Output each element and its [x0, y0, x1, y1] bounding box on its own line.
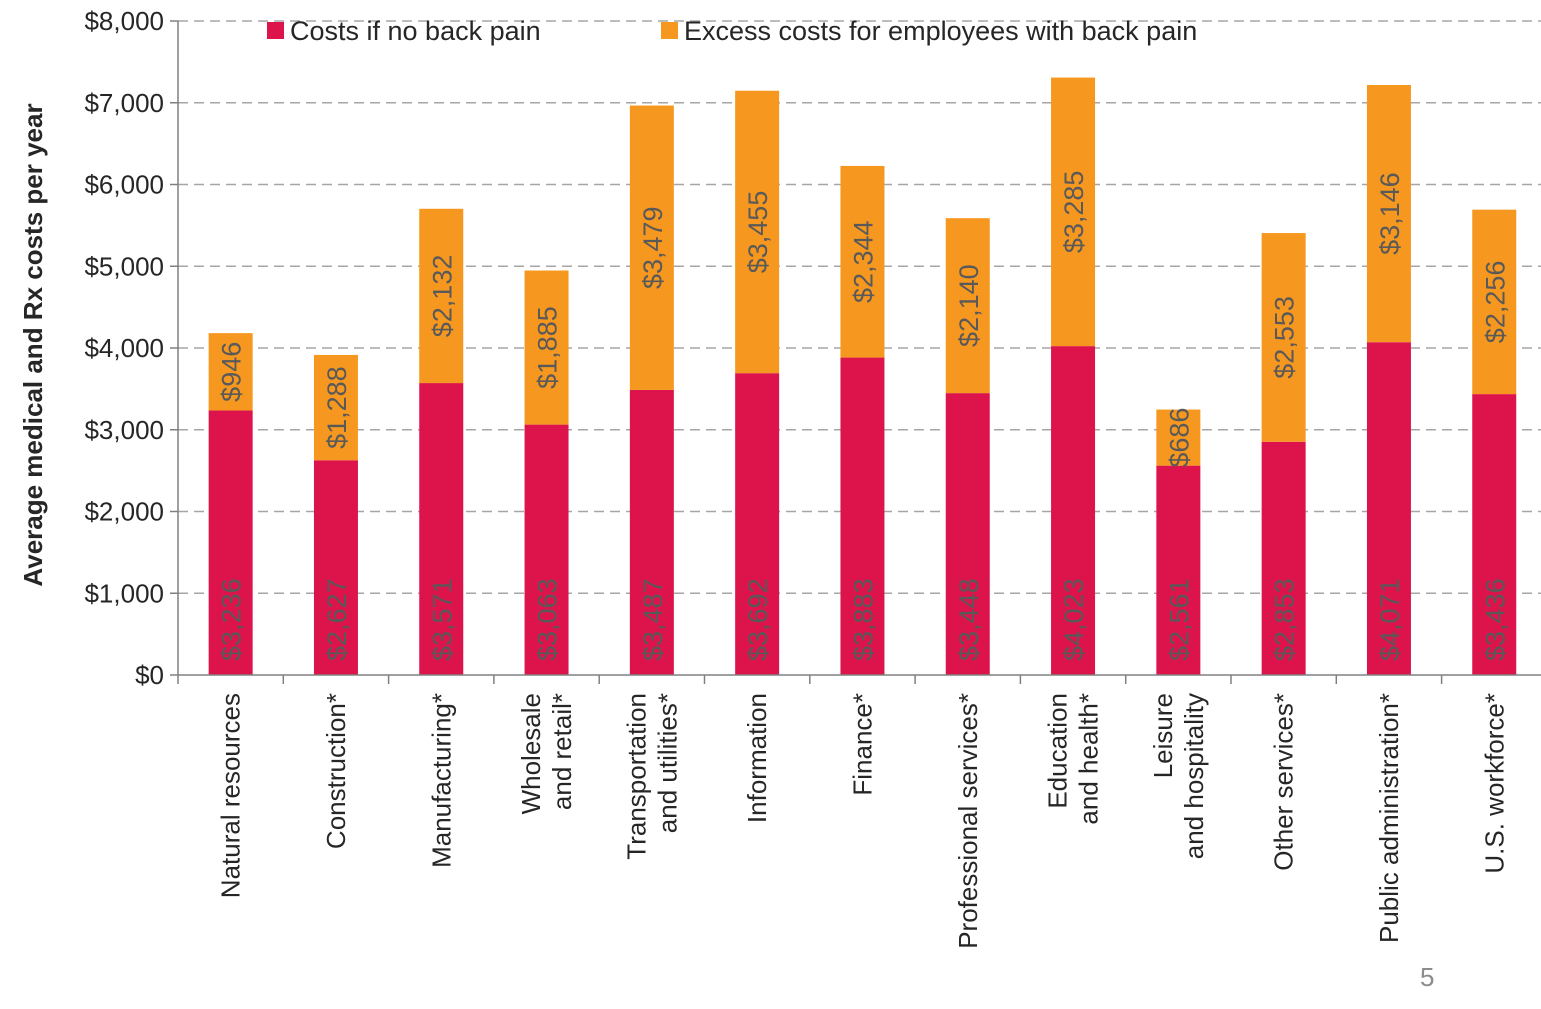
data-label-base: $4,023: [1059, 578, 1089, 661]
bar-excess: [840, 165, 885, 358]
bar-base: [1261, 441, 1306, 675]
data-label-excess: $3,455: [743, 191, 773, 274]
bar-excess: [945, 218, 990, 394]
category-label: Professional services*: [953, 693, 983, 949]
data-label-excess: $2,140: [954, 264, 984, 347]
data-label-base: $3,571: [427, 578, 457, 661]
y-tick-label: $0: [135, 660, 164, 690]
data-label-excess: $946: [217, 342, 247, 402]
data-label-excess: $2,553: [1270, 296, 1300, 379]
data-label-excess: $3,285: [1059, 171, 1089, 254]
bars: [208, 77, 1517, 675]
data-label-excess: $1,288: [322, 366, 352, 449]
bar-base: [208, 410, 253, 675]
bar-base: [1156, 465, 1201, 675]
data-label-base: $3,236: [217, 578, 247, 661]
y-tick-label: $2,000: [84, 497, 164, 527]
data-label-base: $3,692: [743, 578, 773, 661]
category-label: Information: [742, 693, 772, 823]
data-label-base: $3,063: [533, 578, 563, 661]
legend-swatch-base: [267, 22, 284, 39]
data-label-base: $3,883: [848, 578, 878, 661]
legend: Costs if no back pain Excess costs for e…: [267, 16, 1197, 46]
data-label-base: $4,071: [1375, 578, 1405, 661]
bar-base: [629, 389, 674, 675]
y-tick-label: $8,000: [84, 6, 164, 36]
category-label: Construction*: [321, 693, 351, 849]
bar-base: [419, 383, 464, 675]
bar-base: [945, 393, 990, 675]
bar-excess: [1156, 409, 1201, 466]
y-tick-label: $1,000: [84, 578, 164, 608]
data-label-excess: $2,344: [848, 220, 878, 303]
legend-swatch-excess: [661, 22, 678, 39]
bar-base: [1366, 342, 1411, 675]
data-label-base: $3,436: [1480, 578, 1510, 661]
data-label-excess: $686: [1164, 408, 1194, 468]
bar-base: [735, 373, 780, 675]
bar-base: [313, 460, 358, 675]
axes: $0 $1,000 $2,000 $3,000 $4,000 $5,000 $6,000 $7…: [84, 6, 1541, 949]
bar-excess: [735, 90, 780, 374]
data-label-excess: $3,479: [638, 206, 668, 289]
y-tick-label: $7,000: [84, 88, 164, 118]
bar-excess: [629, 105, 674, 390]
y-axis-label: Average medical and Rx costs per year: [18, 103, 48, 586]
data-label-excess: $1,885: [533, 306, 563, 389]
y-tick-label: $3,000: [84, 415, 164, 445]
bar-excess: [1261, 233, 1306, 442]
y-tick-label: $4,000: [84, 333, 164, 363]
data-label-base: $2,627: [322, 578, 352, 661]
page-number: 5: [1420, 962, 1435, 992]
y-tick-label: $5,000: [84, 251, 164, 281]
category-label: Finance*: [847, 693, 877, 796]
category-label: Educationand health*: [1043, 693, 1104, 825]
data-label-excess: $3,146: [1375, 172, 1405, 255]
data-label-base: $2,853: [1270, 578, 1300, 661]
bar-excess: [1472, 209, 1517, 395]
data-label-base: $3,448: [954, 578, 984, 661]
data-label-excess: $2,132: [427, 255, 457, 338]
category-label: Public administration*: [1374, 693, 1404, 943]
bar-base: [1472, 394, 1517, 675]
bar-excess: [524, 270, 569, 425]
category-label: Manufacturing*: [426, 693, 456, 868]
data-label-base: $2,561: [1164, 578, 1194, 661]
bar-excess: [208, 333, 253, 411]
y-tick-label: $6,000: [84, 170, 164, 200]
category-label: Leisureand hospitality: [1148, 693, 1209, 859]
category-label: Wholesaleand retail*: [516, 693, 577, 814]
bar-excess: [1051, 77, 1096, 347]
category-label: Other services*: [1269, 693, 1299, 871]
legend-label-excess: Excess costs for employees with back pai…: [684, 16, 1197, 46]
bar-base: [524, 424, 569, 675]
data-label-base: $3,487: [638, 578, 668, 661]
bar-excess: [313, 354, 358, 461]
data-label-excess: $2,256: [1480, 261, 1510, 344]
category-label: Natural resources: [216, 693, 246, 898]
legend-label-base: Costs if no back pain: [290, 16, 541, 46]
category-label: Transportationand utilities*: [621, 693, 682, 860]
bar-base: [1051, 346, 1096, 675]
bar-excess: [419, 208, 464, 384]
bar-excess: [1366, 85, 1411, 343]
data-labels: $3,236 $946 $2,627 $1,288 $3,571 $2,132 $3,063…: [217, 171, 1511, 661]
bar-base: [840, 357, 885, 675]
category-label: U.S. workforce*: [1479, 693, 1509, 874]
